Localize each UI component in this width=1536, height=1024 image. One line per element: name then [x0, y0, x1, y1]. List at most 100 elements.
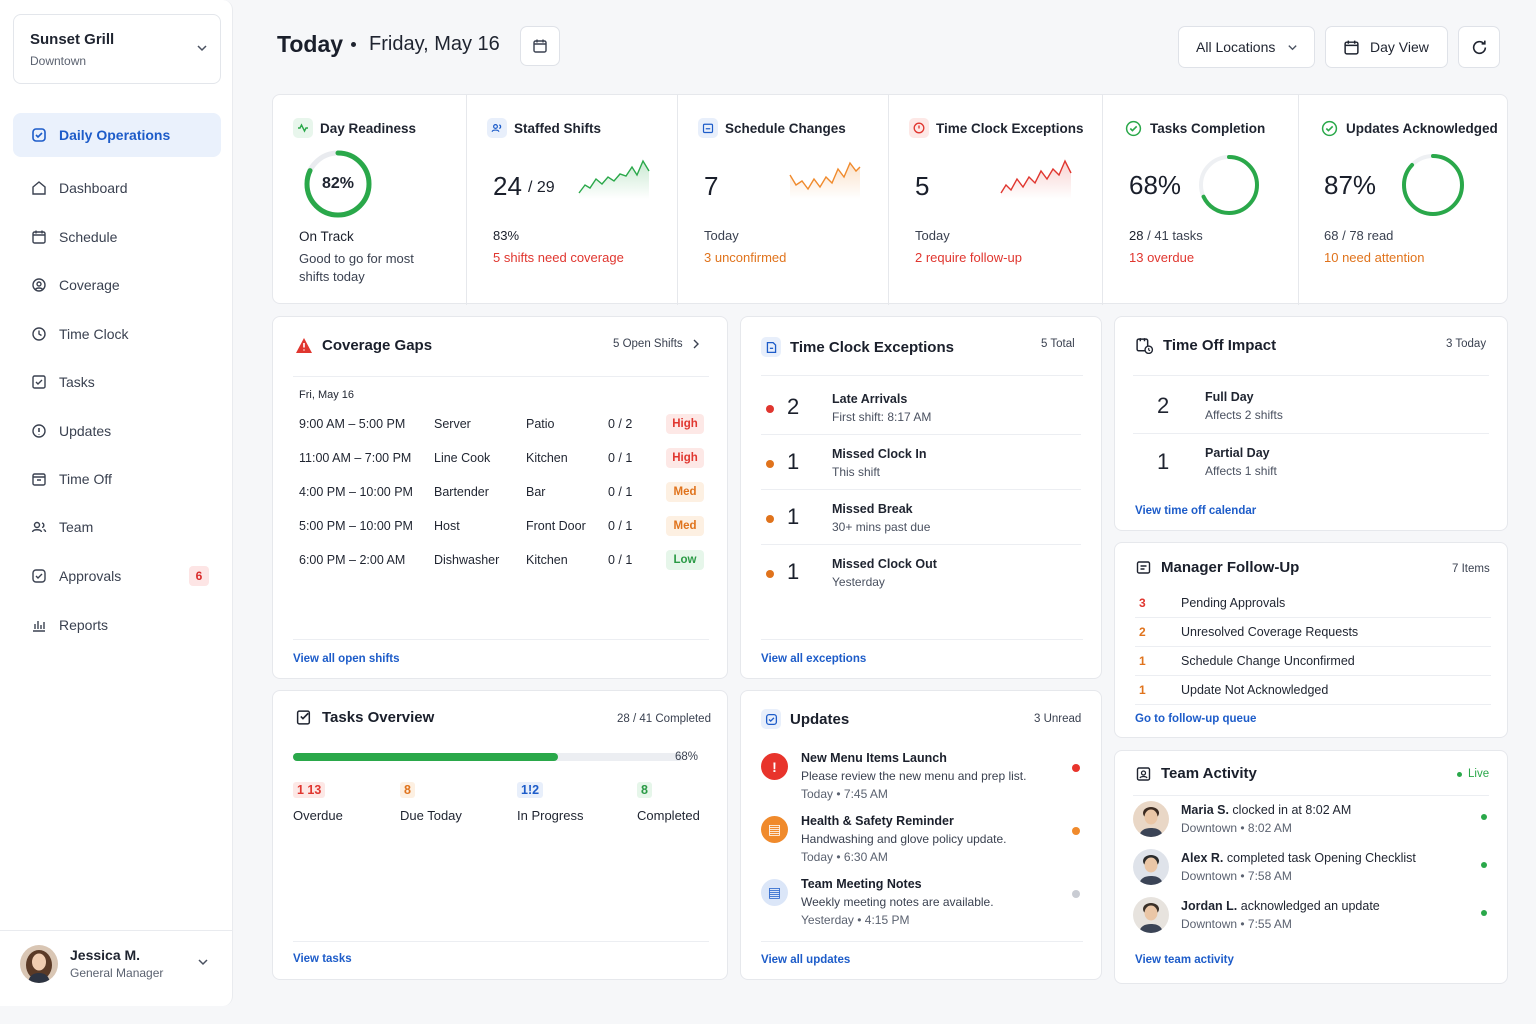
view-all-exceptions-link[interactable]: View all exceptions	[761, 653, 867, 665]
view-team-activity-link[interactable]: View team activity	[1135, 954, 1234, 966]
section-title: Time Off Impact	[1135, 337, 1276, 354]
sidebar-item-tasks[interactable]: Tasks	[13, 360, 221, 404]
task-stat[interactable]: 8 Completed	[637, 781, 700, 823]
activity-action: acknowledged an update	[1237, 899, 1380, 913]
section-title: Time Clock Exceptions	[761, 337, 954, 357]
time-clock-exceptions-count: 5	[915, 171, 930, 201]
chevron-down-icon	[198, 959, 208, 966]
page-title: Today	[277, 31, 344, 57]
kpi-staffed-shifts[interactable]: Staffed Shifts 24 / 29 83% 5 shifts need…	[467, 95, 678, 305]
priority-badge: Low	[666, 550, 704, 570]
list-item[interactable]: 1 Missed Clock In This shift	[761, 442, 1081, 497]
sidebar-item-reports[interactable]: Reports	[13, 603, 221, 647]
list-item[interactable]: 2 Full Day Affects 2 shifts	[1157, 390, 1283, 422]
sidebar-item-daily-operations[interactable]: Daily Operations	[13, 113, 221, 157]
sidebar-item-label: Coverage	[59, 277, 120, 293]
sidebar-item-label: Approvals	[59, 568, 122, 584]
cell-time: 5:00 PM – 10:00 PM	[299, 519, 413, 533]
refresh-button[interactable]	[1458, 26, 1500, 68]
list-item[interactable]: 1 Missed Break 30+ mins past due	[761, 497, 1081, 552]
exception-title: Missed Break	[832, 502, 913, 516]
sidebar-item-label: Dashboard	[59, 180, 128, 196]
kpi-title: Updates Acknowledged	[1319, 118, 1498, 138]
update-desc: Please review the new menu and prep list…	[801, 769, 1027, 783]
list-item[interactable]: ▤ Team Meeting Notes Weekly meeting notes …	[761, 877, 1091, 940]
cell-priority: High	[666, 441, 706, 475]
cell-filled: 0 / 1	[608, 451, 633, 465]
list-item[interactable]: Maria S. clocked in at 8:02 AM Downtown •…	[1133, 801, 1493, 849]
status-dot	[766, 460, 774, 468]
location-filter-dropdown[interactable]: All Locations	[1178, 26, 1315, 68]
list-item[interactable]: ! New Menu Items Launch Please review the …	[761, 751, 1091, 814]
view-mode-dropdown[interactable]: Day View	[1325, 26, 1448, 68]
sidebar-item-coverage[interactable]: Coverage	[13, 263, 221, 307]
activity-text: Jordan L. acknowledged an update	[1181, 899, 1380, 913]
task-stat[interactable]: 1 13 Overdue	[293, 781, 343, 823]
user-menu[interactable]: Jessica M. General Manager	[0, 930, 233, 1006]
divider	[293, 941, 709, 942]
sidebar-item-label: Reports	[59, 617, 109, 633]
cell-time: 6:00 PM – 2:00 AM	[299, 553, 406, 567]
org-name: Sunset Grill	[30, 31, 115, 48]
list-item[interactable]: ▤ Health & Safety Reminder Handwashing and…	[761, 814, 1091, 877]
list-item[interactable]: Jordan L. acknowledged an update Downtown…	[1133, 897, 1493, 945]
table-row[interactable]: 4:00 PM – 10:00 PM Bartender Bar 0 / 1 Med	[299, 475, 706, 509]
task-stat[interactable]: 1!2 In Progress	[517, 781, 583, 823]
tasks-progress-fill	[293, 753, 559, 761]
alert-icon: !	[761, 753, 788, 780]
activity-text: Maria S. clocked in at 8:02 AM	[1181, 803, 1351, 817]
table-row[interactable]: 11:00 AM – 7:00 PM Line Cook Kitchen 0 / 1 H…	[299, 441, 706, 475]
date-picker-button[interactable]	[520, 26, 560, 66]
table-row[interactable]: 9:00 AM – 5:00 PM Server Patio 0 / 2 High	[299, 407, 706, 441]
kpi-tasks-completion[interactable]: Tasks Completion 68% 28 / 41 tasks 13 ov…	[1103, 95, 1299, 305]
unread-dot	[1072, 827, 1080, 835]
list-item[interactable]: 1 Schedule Change Unconfirmed	[1135, 647, 1491, 676]
kpi-day-readiness[interactable]: Day Readiness 82% On Track Good to go fo…	[273, 95, 467, 305]
follow-up-count: 2	[1139, 625, 1146, 639]
sidebar-item-updates[interactable]: Updates	[13, 409, 221, 453]
sidebar-item-approvals[interactable]: Approvals 6	[13, 554, 221, 598]
time-off-icon	[1135, 337, 1154, 354]
calendar-icon	[1344, 40, 1359, 55]
list-item[interactable]: 2 Unresolved Coverage Requests	[1135, 618, 1491, 647]
kpi-schedule-changes[interactable]: Schedule Changes 7 Today 3 unconfirmed	[678, 95, 889, 305]
sidebar-item-time-off[interactable]: Time Off	[13, 457, 221, 501]
list-item[interactable]: 2 Late Arrivals First shift: 8:17 AM	[761, 387, 1081, 442]
view-time-off-calendar-link[interactable]: View time off calendar	[1135, 505, 1257, 517]
list-item[interactable]: 3 Pending Approvals	[1135, 589, 1491, 618]
sidebar-item-schedule[interactable]: Schedule	[13, 215, 221, 259]
sidebar-item-label: Time Off	[59, 471, 112, 487]
view-tasks-link[interactable]: View tasks	[293, 953, 352, 965]
location-switcher[interactable]: Sunset Grill Downtown	[13, 14, 221, 84]
sidebar-item-dashboard[interactable]: Dashboard	[13, 166, 221, 210]
table-row[interactable]: 6:00 PM – 2:00 AM Dishwasher Kitchen 0 / 1 L…	[299, 543, 706, 577]
divider	[761, 941, 1083, 942]
task-stat[interactable]: 8 Due Today	[400, 781, 462, 823]
updates-acknowledged-percent: 87%	[1324, 170, 1377, 200]
avatar	[1133, 897, 1169, 933]
list-item[interactable]: 1 Missed Clock Out Yesterday	[761, 552, 1081, 607]
list-item[interactable]: 1 Partial Day Affects 1 shift	[1157, 446, 1277, 478]
follow-up-label: Schedule Change Unconfirmed	[1181, 654, 1355, 668]
sidebar-item-team[interactable]: Team	[13, 505, 221, 549]
table-row[interactable]: 5:00 PM – 10:00 PM Host Front Door 0 / 1 Med	[299, 509, 706, 543]
view-all-open-shifts-link[interactable]: View all open shifts	[293, 653, 400, 665]
list-item[interactable]: 1 Update Not Acknowledged	[1135, 676, 1491, 705]
task-stat-value: 8	[637, 782, 652, 798]
divider	[761, 375, 1083, 376]
schedule-changes-sub: Today	[704, 228, 739, 243]
view-all-updates-link[interactable]: View all updates	[761, 954, 851, 966]
tasks-icon	[295, 709, 313, 726]
org-location: Downtown	[30, 54, 87, 68]
staffed-percent: 83%	[493, 228, 520, 243]
go-to-follow-up-queue-link[interactable]: Go to follow-up queue	[1135, 713, 1257, 725]
list-item[interactable]: Alex R. completed task Opening Checklist…	[1133, 849, 1493, 897]
kpi-updates-acknowledged[interactable]: Updates Acknowledged 87% 68 / 78 read 10…	[1299, 95, 1507, 305]
calendar-icon	[32, 230, 46, 244]
page-date: Friday, May 16	[369, 33, 500, 55]
sidebar-item-time-clock[interactable]: Time Clock	[13, 312, 221, 356]
kpi-time-clock-exceptions[interactable]: Time Clock Exceptions 5 Today 2 require …	[889, 95, 1103, 305]
readiness-icon	[293, 118, 313, 138]
activity-action: clocked in at 8:02 AM	[1228, 803, 1352, 817]
open-shifts-link[interactable]: 5 Open Shifts	[613, 338, 700, 350]
